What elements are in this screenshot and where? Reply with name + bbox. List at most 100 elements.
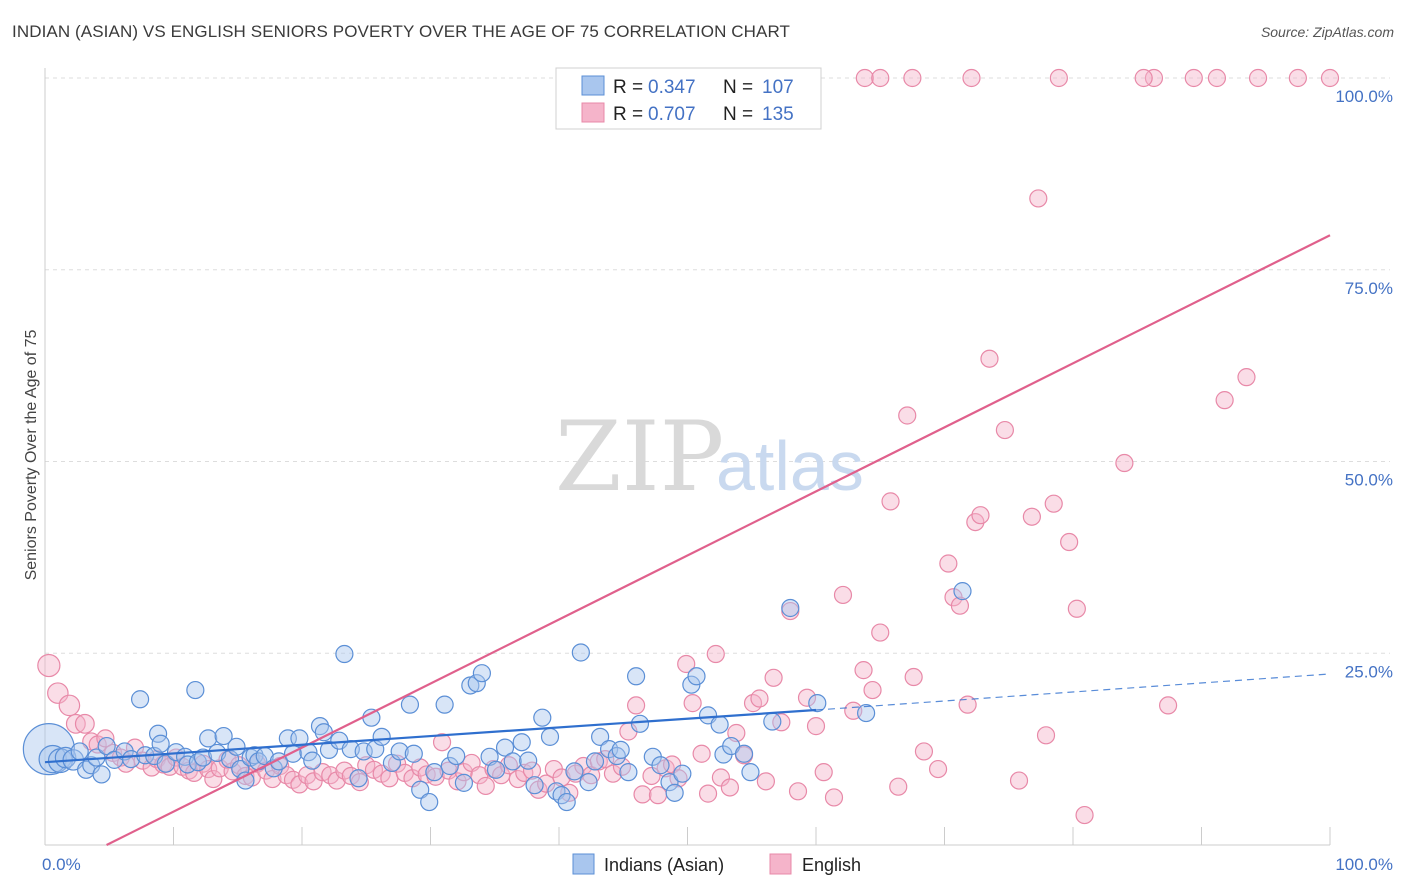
english-point-113 [881, 492, 900, 511]
bottom-legend-swatch-indians [572, 853, 595, 875]
legend-n-value-1: 107 [762, 77, 794, 98]
english-point-105 [806, 717, 826, 736]
english-point-55 [432, 733, 452, 752]
english-point-119 [939, 554, 958, 573]
indian-asian-point-72 [503, 752, 522, 771]
legend-n-label-2: N = [723, 104, 753, 125]
x-tick-labels: 0.0% 100.0% [42, 855, 1393, 874]
indian-asian-point-88 [611, 740, 630, 759]
english-point-57 [448, 772, 467, 791]
indian-asian-point-105 [763, 712, 782, 731]
indian-asian-point-93 [651, 756, 670, 775]
watermark-zip: ZIP [555, 401, 724, 513]
english-point-98 [750, 689, 769, 708]
indian-asian-point-81 [565, 762, 584, 781]
english-point-61 [476, 776, 495, 796]
indian-asian-point-106 [781, 598, 800, 618]
indian-asian-point-84 [585, 752, 605, 771]
indian-asian-point-83 [579, 773, 598, 792]
indian-asian-point-75 [525, 776, 544, 795]
english-point-88 [677, 654, 696, 674]
english-point-128 [1022, 507, 1041, 526]
indian-asian-point-26 [199, 729, 218, 748]
english-point-100 [764, 668, 783, 687]
english-point-78 [603, 764, 623, 783]
english-point-23 [204, 769, 223, 789]
english-point-top-5 [1134, 68, 1153, 88]
indian-asian-point-107 [808, 694, 827, 713]
indian-asian-point-104 [741, 763, 760, 782]
english-point-2 [58, 694, 81, 717]
english-point-106 [814, 763, 833, 782]
indian-asian-point-77 [540, 727, 560, 746]
indian-asian-point-48 [335, 644, 354, 664]
english-point-124 [971, 506, 990, 525]
english-point-89 [683, 694, 702, 713]
legend-swatch-english [581, 102, 605, 123]
english-point-135 [1115, 453, 1134, 473]
english-point-107 [824, 788, 844, 807]
legend-r-label-2: R = [613, 104, 643, 125]
indian-asian-point-109 [953, 582, 972, 601]
y-tick-label-1: 50.0% [1345, 471, 1393, 490]
english-point-137 [1215, 391, 1234, 410]
indian-asian-point-5 [70, 742, 89, 761]
indian-asian-point-90 [626, 667, 646, 686]
indian-asian-point-73 [512, 733, 531, 752]
english-point-top-0 [855, 68, 874, 88]
english-point-7 [96, 729, 115, 748]
indian-asian-point-68 [472, 664, 491, 683]
english-point-110 [854, 661, 873, 680]
indian-asian-point-9 [92, 765, 111, 784]
indian-asian-point-80 [557, 792, 576, 812]
english-point-116 [904, 667, 923, 687]
english-point-top-2 [903, 68, 922, 88]
indian-asian-point-41 [290, 729, 309, 748]
english-point-94 [720, 778, 740, 797]
indian-asian-point-82 [571, 643, 590, 662]
indian-asian-point-103 [734, 744, 754, 763]
axes [44, 68, 1331, 846]
english-point-69 [537, 774, 556, 793]
indian-asian-point-65 [454, 773, 474, 792]
english-point-111 [863, 680, 882, 700]
indian-asian-point-50 [349, 769, 368, 788]
english-point-136 [1158, 696, 1178, 715]
indian-asian-point-71 [495, 738, 515, 757]
indian-asian-trend-extension [815, 673, 1331, 711]
english-point-118 [928, 759, 948, 779]
indian-asian-point-96 [673, 764, 692, 783]
english-point-126 [995, 420, 1014, 440]
indian-asian-point-98 [687, 667, 706, 686]
english-point-top-8 [1248, 68, 1268, 88]
indian-asian-point-91 [630, 714, 650, 733]
indian-asian-point-18 [151, 734, 170, 753]
english-point-top-3 [962, 68, 981, 88]
indian-asian-point-43 [303, 751, 322, 770]
english-point-top-9 [1288, 68, 1307, 88]
indian-asian-point-23 [186, 680, 205, 700]
english-point-41 [327, 771, 346, 790]
english-point-35 [283, 770, 303, 789]
indian-asian-point-10 [97, 736, 116, 756]
indian-asian-point-19 [156, 754, 175, 773]
english-point-91 [698, 784, 718, 803]
english-point-127 [1009, 771, 1029, 790]
x-tick-label-1: 100.0% [1335, 855, 1393, 874]
english-point-114 [889, 777, 908, 796]
indian-asian-point-14 [130, 690, 150, 709]
trend-lines [44, 234, 1331, 846]
source-credit: Source: ZipAtlas.com [1260, 24, 1394, 40]
english-point-133 [1067, 599, 1086, 618]
english-point-4 [74, 713, 95, 734]
indian-asian-point-63 [440, 756, 459, 776]
indian-asian-point-51 [354, 742, 373, 761]
english-point-81 [626, 696, 646, 715]
english-point-90 [692, 744, 711, 763]
english-point-125 [980, 349, 999, 368]
english-point-131 [1044, 494, 1063, 513]
english-point-92 [706, 644, 725, 664]
indian-asian-point-54 [372, 727, 391, 746]
indian-asian-point-60 [420, 792, 439, 812]
english-point-top-10 [1320, 68, 1340, 88]
